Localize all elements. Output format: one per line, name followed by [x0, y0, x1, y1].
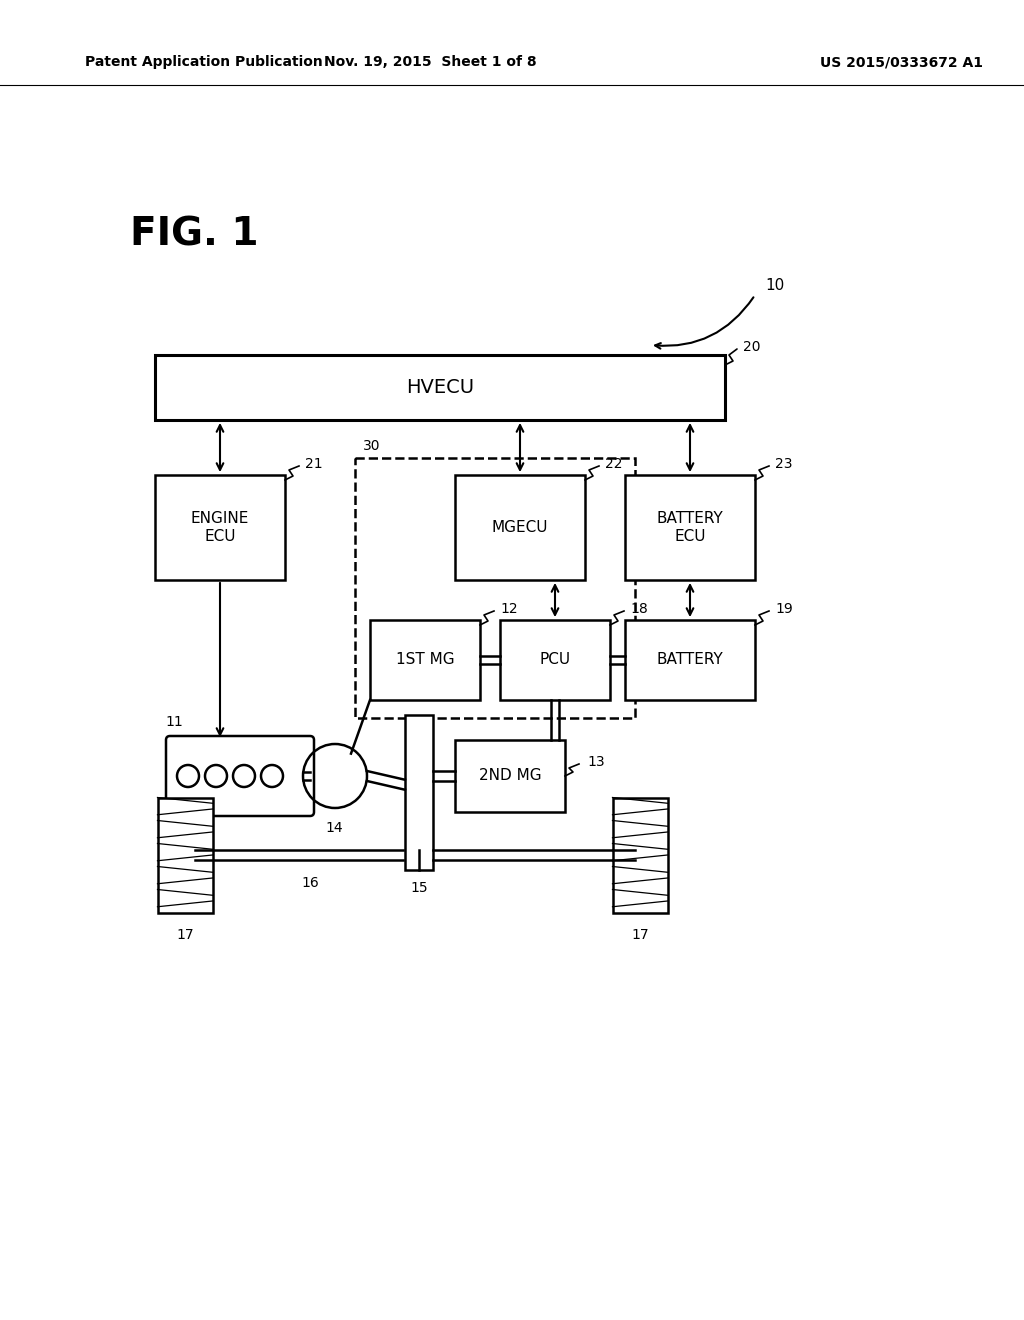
- Bar: [625, 620, 755, 700]
- Text: 12: 12: [500, 602, 517, 616]
- Text: 13: 13: [587, 755, 604, 770]
- Text: 23: 23: [775, 457, 793, 471]
- Text: HVECU: HVECU: [406, 378, 474, 397]
- Text: 10: 10: [765, 277, 784, 293]
- Text: BATTERY
ECU: BATTERY ECU: [656, 511, 723, 544]
- Bar: [155, 355, 725, 420]
- Bar: [370, 620, 480, 700]
- Text: 14: 14: [325, 821, 343, 836]
- Text: 16: 16: [301, 876, 318, 890]
- Text: US 2015/0333672 A1: US 2015/0333672 A1: [820, 55, 983, 69]
- Text: Patent Application Publication: Patent Application Publication: [85, 55, 323, 69]
- Text: 22: 22: [605, 457, 623, 471]
- Text: 11: 11: [165, 715, 182, 729]
- Text: PCU: PCU: [540, 652, 570, 668]
- Bar: [612, 797, 668, 912]
- Bar: [158, 797, 213, 912]
- Bar: [455, 741, 565, 812]
- Text: 17: 17: [631, 928, 649, 942]
- Text: FIG. 1: FIG. 1: [130, 216, 258, 253]
- Bar: [455, 475, 585, 579]
- Bar: [355, 458, 635, 718]
- Bar: [625, 475, 755, 579]
- Bar: [155, 475, 285, 579]
- Text: Nov. 19, 2015  Sheet 1 of 8: Nov. 19, 2015 Sheet 1 of 8: [324, 55, 537, 69]
- Text: 17: 17: [176, 928, 194, 942]
- Text: 21: 21: [305, 457, 323, 471]
- Text: 30: 30: [362, 440, 381, 453]
- Bar: [500, 620, 610, 700]
- Text: BATTERY: BATTERY: [656, 652, 723, 668]
- Text: 20: 20: [743, 341, 761, 354]
- FancyBboxPatch shape: [166, 737, 314, 816]
- Text: ENGINE
ECU: ENGINE ECU: [190, 511, 249, 544]
- Text: 18: 18: [630, 602, 648, 616]
- Text: MGECU: MGECU: [492, 520, 548, 535]
- Text: 19: 19: [775, 602, 793, 616]
- Text: 15: 15: [411, 880, 428, 895]
- Text: 2ND MG: 2ND MG: [478, 768, 542, 784]
- Bar: [406, 715, 433, 870]
- Text: 1ST MG: 1ST MG: [395, 652, 455, 668]
